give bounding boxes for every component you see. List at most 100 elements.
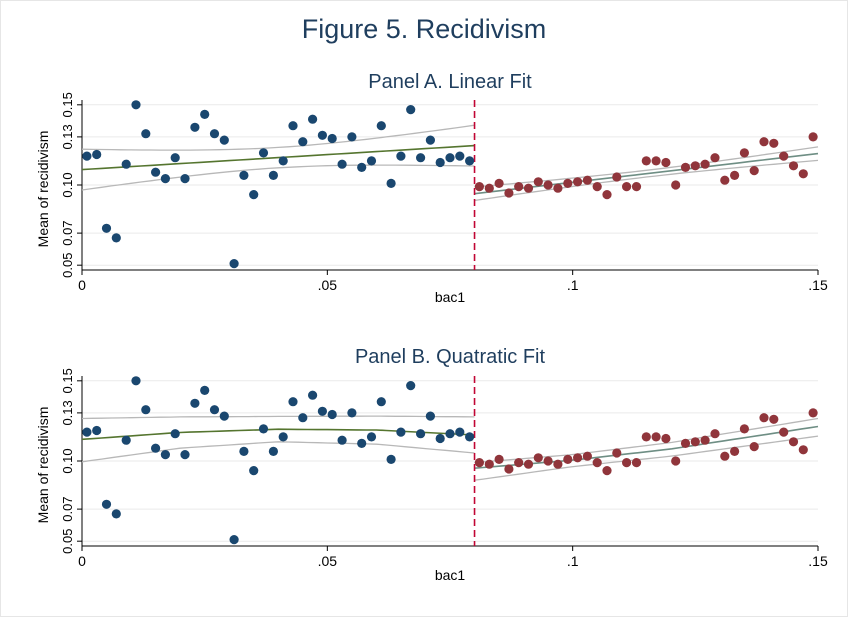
data-point <box>612 172 622 182</box>
data-point <box>631 458 642 468</box>
data-point <box>258 148 269 158</box>
data-point <box>700 159 710 169</box>
x-tick-label: .15 <box>808 553 828 569</box>
data-point <box>219 135 229 145</box>
data-point <box>553 459 563 469</box>
data-point <box>543 456 553 466</box>
data-point <box>288 121 298 131</box>
data-point <box>386 454 396 464</box>
data-point <box>396 427 406 437</box>
data-point <box>229 535 239 545</box>
data-point <box>690 437 700 447</box>
ci-upper-line <box>81 124 475 151</box>
data-point <box>406 381 416 391</box>
ci-lower-line <box>81 441 475 463</box>
data-point <box>759 137 769 147</box>
data-point <box>357 162 367 172</box>
data-point <box>160 450 170 460</box>
y-tick-label: 0.15 <box>60 92 75 117</box>
data-point <box>680 438 691 448</box>
data-point <box>739 148 750 158</box>
data-point <box>111 233 121 243</box>
data-point <box>455 427 465 437</box>
data-point <box>730 446 740 456</box>
panel-title: Panel A. Linear Fit <box>368 71 532 93</box>
data-point <box>573 177 583 187</box>
data-point <box>749 166 759 176</box>
y-tick-label: 0.13 <box>60 124 75 149</box>
data-point <box>788 437 799 447</box>
data-point <box>416 153 426 163</box>
data-point <box>386 178 396 188</box>
data-point <box>239 446 249 456</box>
data-point <box>190 398 200 408</box>
data-point <box>357 438 367 448</box>
data-point <box>258 424 269 434</box>
data-point <box>327 133 337 144</box>
data-point <box>779 151 789 161</box>
data-point <box>779 427 789 437</box>
data-point <box>710 153 720 163</box>
data-point <box>523 183 534 193</box>
data-point <box>465 156 475 166</box>
ci-lower-line <box>474 435 819 481</box>
data-point <box>131 376 141 386</box>
data-point <box>661 157 671 168</box>
data-point <box>651 432 661 442</box>
x-tick-label: .1 <box>567 277 579 293</box>
data-point <box>582 175 593 185</box>
data-point <box>553 183 563 193</box>
y-tick-label: 0.07 <box>60 220 75 245</box>
data-point <box>121 159 131 169</box>
data-point <box>151 443 161 453</box>
ci-upper-line <box>474 417 819 464</box>
data-point <box>435 157 445 168</box>
data-point <box>101 223 112 233</box>
data-point <box>406 105 416 115</box>
ci-upper-line <box>81 415 475 420</box>
data-point <box>366 156 377 166</box>
data-point <box>317 406 327 416</box>
data-point <box>680 162 691 172</box>
data-point <box>543 180 553 190</box>
data-point <box>769 414 779 424</box>
data-point <box>602 190 612 200</box>
data-point <box>622 182 632 192</box>
data-point <box>151 167 161 177</box>
data-point <box>209 129 220 139</box>
data-point <box>229 259 239 269</box>
data-point <box>533 453 543 463</box>
data-point <box>769 138 779 148</box>
x-tick-label: .05 <box>318 277 338 293</box>
data-point <box>523 459 534 469</box>
data-point <box>308 114 318 124</box>
data-point <box>484 183 494 193</box>
x-tick-label: .05 <box>318 553 338 569</box>
data-point <box>445 153 455 163</box>
data-point <box>141 129 151 139</box>
data-point <box>720 175 730 185</box>
y-tick-label: 0.05 <box>60 529 75 554</box>
y-tick-label: 0.10 <box>60 448 75 473</box>
x-axis-label: bac1 <box>435 567 466 583</box>
data-point <box>798 169 808 179</box>
data-point <box>200 109 210 119</box>
data-point <box>200 385 210 395</box>
y-tick-label: 0.15 <box>60 368 75 393</box>
data-point <box>190 122 200 132</box>
data-point <box>160 174 170 184</box>
data-point <box>533 177 543 187</box>
ci-lower-line <box>474 159 819 202</box>
data-point <box>425 411 435 421</box>
data-point <box>484 459 494 469</box>
data-point <box>739 424 750 434</box>
data-point <box>749 442 759 452</box>
data-point <box>170 429 180 439</box>
data-point <box>121 435 131 445</box>
data-point <box>425 135 435 145</box>
data-point <box>504 464 514 474</box>
ci-upper-line <box>474 146 819 188</box>
panel-title: Panel B. Quatratic Fit <box>355 346 546 368</box>
